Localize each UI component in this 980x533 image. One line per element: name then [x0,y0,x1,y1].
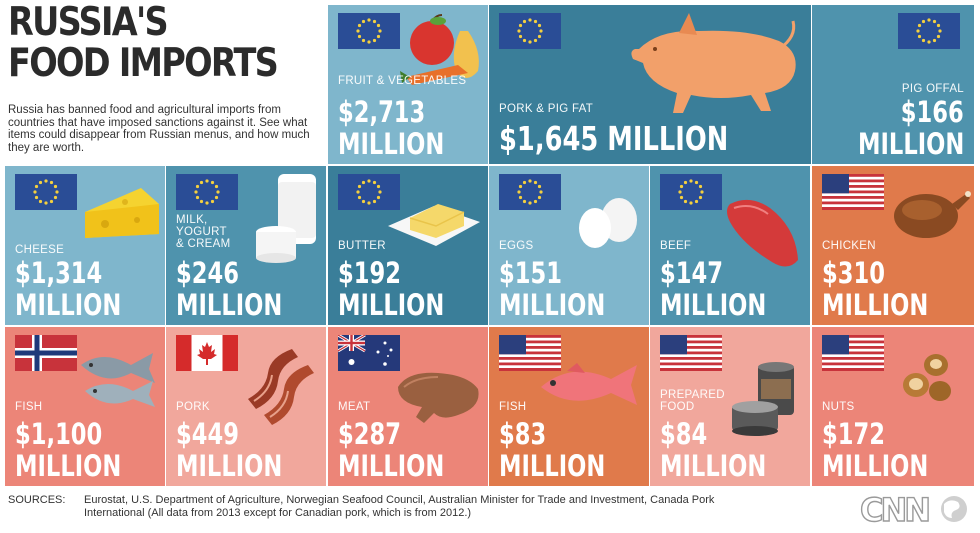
eggs-value: $151 [499,256,562,290]
title-line-1: RUSSIA'S [8,0,169,45]
beef-icon [727,199,798,267]
eggs-icon [579,198,637,248]
fruit-value: $2,713 [338,95,426,129]
tile-pork-canada: PORK $449 MILLION [166,327,326,486]
butter-unit: MILLION [338,288,445,322]
cheese-value: $1,314 [15,256,103,290]
eu-flag-icon [898,13,960,49]
tile-nuts: NUTS $172 MILLION [812,327,974,486]
eu-flag-icon [660,174,722,210]
eu-flag-icon [499,174,561,210]
milk-icon [256,174,316,263]
fish-icon [81,353,155,407]
cnn-logo-text: CNN [860,491,928,528]
eu-flag-icon [15,174,77,210]
fruit-vegetables-icon [400,14,479,85]
tile-eggs: EGGS $151 MILLION [489,166,649,325]
fish-us-value: $83 [499,417,547,451]
prepared-food-unit: MILLION [660,449,767,483]
eggs-unit: MILLION [499,288,606,322]
butter-value: $192 [338,256,401,290]
nuts-unit: MILLION [822,449,929,483]
description: Russia has banned food and agricultural … [8,104,310,154]
pork-fat-value: $1,645 MILLION [499,119,729,158]
pig-icon [631,13,796,113]
fish-us-label: FISH [499,401,527,413]
pig-offal-label: PIG OFFAL [901,83,964,95]
cheese-unit: MILLION [15,288,122,322]
chicken-label: CHICKEN [822,240,876,252]
norway-flag-icon [15,335,77,371]
sources-label: SOURCES: [8,494,66,506]
australia-flag-icon [338,335,400,371]
cheese-icon [85,188,159,238]
pork-ca-value: $449 [176,417,239,451]
us-flag-icon [822,174,884,210]
tile-pig-offal: PIG OFFAL $166 MILLION [812,5,974,164]
fish-no-value: $1,100 [15,417,103,451]
meat-value: $287 [338,417,401,451]
us-flag-icon [660,335,722,371]
milk-label: MILK, YOGURT & CREAM [176,214,231,250]
tile-chicken: CHICKEN $310 MILLION [812,166,974,325]
milk-unit: MILLION [176,288,283,322]
canada-flag-icon [176,335,238,371]
pork-ca-unit: MILLION [176,449,283,483]
nuts-label: NUTS [822,401,855,413]
pig-offal-value: $166 [901,95,964,129]
pig-offal-unit: MILLION [857,127,964,161]
tile-milk-yogurt-cream: MILK, YOGURT & CREAM $246 MILLION [166,166,326,325]
fruit-unit: MILLION [338,127,445,161]
cheese-label: CHEESE [15,244,65,256]
tile-cheese: CHEESE $1,314 MILLION [5,166,165,325]
eu-flag-icon [499,13,561,49]
fish-us-unit: MILLION [499,449,606,483]
pork-ca-label: PORK [176,401,210,413]
tile-fish-us: FISH $83 MILLION [489,327,649,486]
bacon-icon [248,349,314,425]
tile-meat-australia: MEAT $287 MILLION [328,327,488,486]
us-flag-icon [822,335,884,371]
cnn-logo: CNN [859,490,967,528]
milk-value: $246 [176,256,239,290]
tile-prepared-food: PREPARED FOOD $84 MILLION [650,327,810,486]
sources-text: Eurostat, U.S. Department of Agriculture… [84,494,715,519]
nuts-value: $172 [822,417,885,451]
meat-label: MEAT [338,401,371,413]
butter-label: BUTTER [338,240,386,252]
beef-value: $147 [660,256,723,290]
tile-beef: BEEF $147 MILLION [650,166,810,325]
beef-label: BEEF [660,240,692,252]
tile-fish-norway: FISH $1,100 MILLION [5,327,165,486]
prepared-food-label: PREPARED FOOD [660,389,725,413]
title-line-2: FOOD IMPORTS [8,41,279,86]
fish-no-unit: MILLION [15,449,122,483]
butter-icon [388,204,480,246]
meat-icon [398,372,479,423]
canned-food-icon [732,362,794,436]
chicken-value: $310 [822,256,885,290]
chicken-unit: MILLION [822,288,929,322]
beef-unit: MILLION [660,288,767,322]
eggs-label: EGGS [499,240,534,252]
meat-unit: MILLION [338,449,445,483]
tile-fruit-vegetables: FRUIT & VEGETABLES $2,713 MILLION [328,5,488,164]
fruit-label: FRUIT & VEGETABLES [338,75,467,87]
fish-no-label: FISH [15,401,43,413]
pork-fat-label: PORK & PIG FAT [499,103,594,115]
nuts-icon [903,354,951,401]
tile-butter: BUTTER $192 MILLION [328,166,488,325]
red-fish-icon [541,363,637,405]
chicken-icon [894,191,971,238]
tile-pork-pig-fat: PORK & PIG FAT $1,645 MILLION [489,5,811,164]
page-title: RUSSIA'S FOOD IMPORTS [8,0,279,86]
prepared-food-value: $84 [660,417,708,451]
eu-flag-icon [338,13,400,49]
eu-flag-icon [176,174,238,210]
intro-panel: RUSSIA'S FOOD IMPORTS Russia has banned … [0,0,328,165]
